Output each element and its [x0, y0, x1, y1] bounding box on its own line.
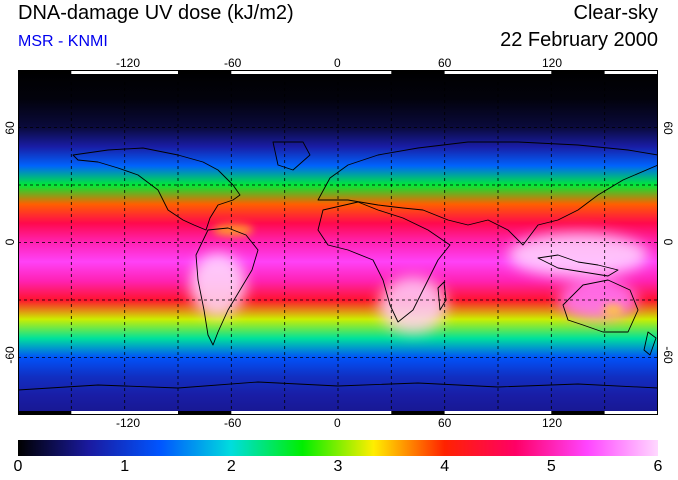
graticule [18, 70, 658, 415]
coast-new-zealand [643, 331, 657, 356]
frame-segment [391, 70, 445, 74]
coast-africa [317, 201, 451, 323]
colorbar-label: 4 [440, 458, 450, 475]
lat-tick-right: -60 [661, 346, 675, 364]
lat-tick-right: 60 [661, 121, 675, 135]
coast-eurasia [317, 141, 658, 246]
source-label: MSR - KNMI [18, 33, 108, 50]
lon-tick-top: 0 [334, 56, 341, 70]
colorbar-label: 5 [546, 458, 556, 475]
coast-indonesia [537, 254, 619, 277]
lon-tick-top: -120 [116, 56, 141, 70]
lon-tick-top: -60 [224, 56, 242, 70]
colorbar-fill [18, 440, 658, 456]
sky-condition-label: Clear-sky [573, 2, 658, 24]
date-label: 22 February 2000 [500, 29, 658, 51]
frame-segment [551, 411, 605, 415]
lowspot-australia [603, 304, 623, 316]
colorbar-label: 6 [653, 458, 663, 475]
colorbar-label: 1 [120, 458, 130, 475]
lon-tick-bottom: -120 [116, 416, 141, 430]
hotspot-indonesia [508, 233, 648, 277]
coast-greenland [272, 141, 311, 171]
lat-tick-left: -60 [3, 346, 17, 364]
map-title: DNA-damage UV dose (kJ/m2) [18, 2, 294, 24]
lat-tick-right: 0 [661, 238, 675, 246]
hotspot-southern-africa [379, 277, 447, 333]
lon-tick-bottom: 120 [542, 416, 563, 430]
lat-tick-left: 60 [3, 121, 17, 135]
frame-segment [18, 70, 72, 74]
frame-segment [178, 70, 232, 74]
lon-tick-top: 120 [542, 56, 563, 70]
colorbar [18, 440, 658, 456]
lat-tick-left: 0 [3, 238, 17, 246]
coast-north-america [72, 147, 241, 231]
frame-segment [178, 411, 232, 415]
uv-dose-map [18, 70, 658, 415]
lon-tick-top: 60 [438, 56, 452, 70]
colorbar-label: 3 [333, 458, 343, 475]
frame-segment [18, 411, 72, 415]
frame-segment [391, 411, 445, 415]
frame-outline [18, 70, 658, 415]
coast-australia [562, 279, 639, 333]
frame-bottom [18, 411, 658, 415]
colorbar-label: 0 [13, 458, 23, 475]
lon-tick-bottom: -60 [224, 416, 242, 430]
map-frame [18, 70, 658, 415]
frame-top [18, 70, 658, 74]
hotspot-south-america [190, 253, 246, 317]
coast-south-america [195, 227, 259, 346]
lon-tick-bottom: 0 [334, 416, 341, 430]
uv-dose-map-graphic [18, 70, 658, 415]
lon-tick-bottom: 60 [438, 416, 452, 430]
frame-segment [551, 70, 605, 74]
colorbar-label: 2 [226, 458, 236, 475]
